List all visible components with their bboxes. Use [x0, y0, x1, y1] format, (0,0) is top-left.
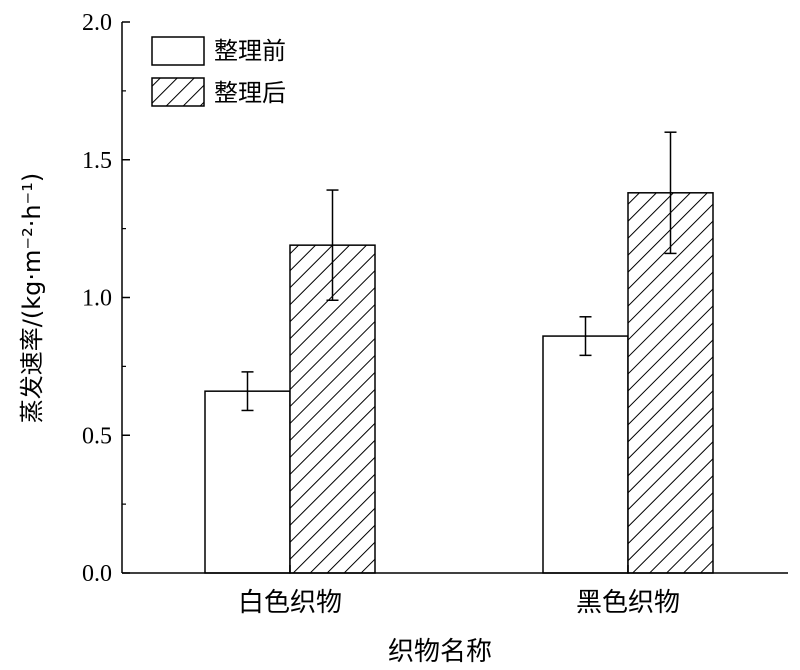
y-axis-label: 蒸发速率/(kg·m⁻²·h⁻¹): [18, 173, 46, 423]
bar-before-0: [204, 390, 291, 574]
y-tick-label-0: 0.0: [82, 561, 112, 587]
legend-swatch-after: [151, 77, 205, 107]
y-tick-label-1: 0.5: [82, 423, 112, 449]
bar-before-1: [542, 335, 629, 574]
legend-swatch-before: [151, 36, 205, 66]
y-tick-label-3: 1.5: [82, 148, 112, 174]
legend-label-after: 整理后: [214, 79, 286, 107]
x-tick-label-0: 白色织物: [238, 588, 342, 618]
legend-label-before: 整理前: [214, 37, 286, 65]
x-axis-label: 织物名称: [388, 637, 492, 667]
y-tick-label-2: 1.0: [82, 286, 112, 312]
y-tick-label-4: 2.0: [82, 10, 112, 36]
x-tick-label-1: 黑色织物: [576, 588, 680, 618]
legend: 整理前 整理后: [151, 36, 286, 107]
